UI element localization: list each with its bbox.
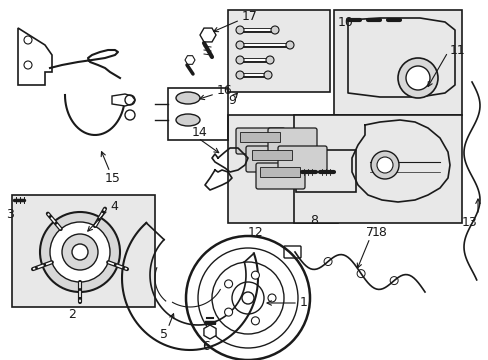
Circle shape [397,58,437,98]
Text: 1: 1 [299,297,307,310]
Circle shape [236,41,244,49]
Text: 15: 15 [105,171,121,184]
Circle shape [370,151,398,179]
FancyBboxPatch shape [267,128,316,154]
Polygon shape [18,28,52,85]
Bar [12,195,155,307]
Text: 3: 3 [6,208,14,221]
Text: 8: 8 [309,213,317,226]
Circle shape [376,157,392,173]
Polygon shape [251,150,291,160]
Circle shape [236,26,244,34]
FancyBboxPatch shape [236,128,285,154]
Text: 13: 13 [461,216,477,229]
Text: 14: 14 [192,126,207,139]
Text: 17: 17 [242,9,257,22]
Text: 6: 6 [202,339,209,352]
Polygon shape [260,167,299,177]
Polygon shape [203,325,216,339]
Circle shape [62,234,98,270]
Text: 9: 9 [227,94,235,107]
Circle shape [405,66,429,90]
Text: 11: 11 [449,44,465,57]
Circle shape [224,308,232,316]
Text: 4: 4 [110,201,118,213]
Text: 12: 12 [247,225,264,238]
Bar [295,150,355,192]
Circle shape [236,71,244,79]
Text: 16: 16 [217,85,232,98]
Circle shape [285,41,293,49]
Bar [293,115,461,223]
Text: 10: 10 [337,15,353,28]
Circle shape [270,26,279,34]
FancyBboxPatch shape [256,163,305,189]
Text: 7: 7 [365,226,373,239]
Bar [333,10,461,115]
Polygon shape [240,132,280,142]
Polygon shape [112,94,135,106]
Circle shape [251,317,259,325]
Circle shape [267,294,275,302]
Ellipse shape [176,92,200,104]
Bar [168,88,227,140]
Circle shape [251,271,259,279]
Bar [227,115,337,223]
Bar [227,10,329,92]
Circle shape [50,222,110,282]
Polygon shape [200,28,216,42]
Circle shape [224,280,232,288]
Circle shape [264,71,271,79]
Circle shape [265,56,273,64]
Circle shape [236,56,244,64]
FancyBboxPatch shape [278,146,326,172]
Circle shape [40,212,120,292]
Text: 5: 5 [160,328,168,341]
FancyBboxPatch shape [245,146,294,172]
Text: 18: 18 [371,226,387,239]
Circle shape [72,244,88,260]
Ellipse shape [176,114,200,126]
Polygon shape [184,56,195,64]
Circle shape [212,262,284,334]
Text: 2: 2 [68,309,76,321]
